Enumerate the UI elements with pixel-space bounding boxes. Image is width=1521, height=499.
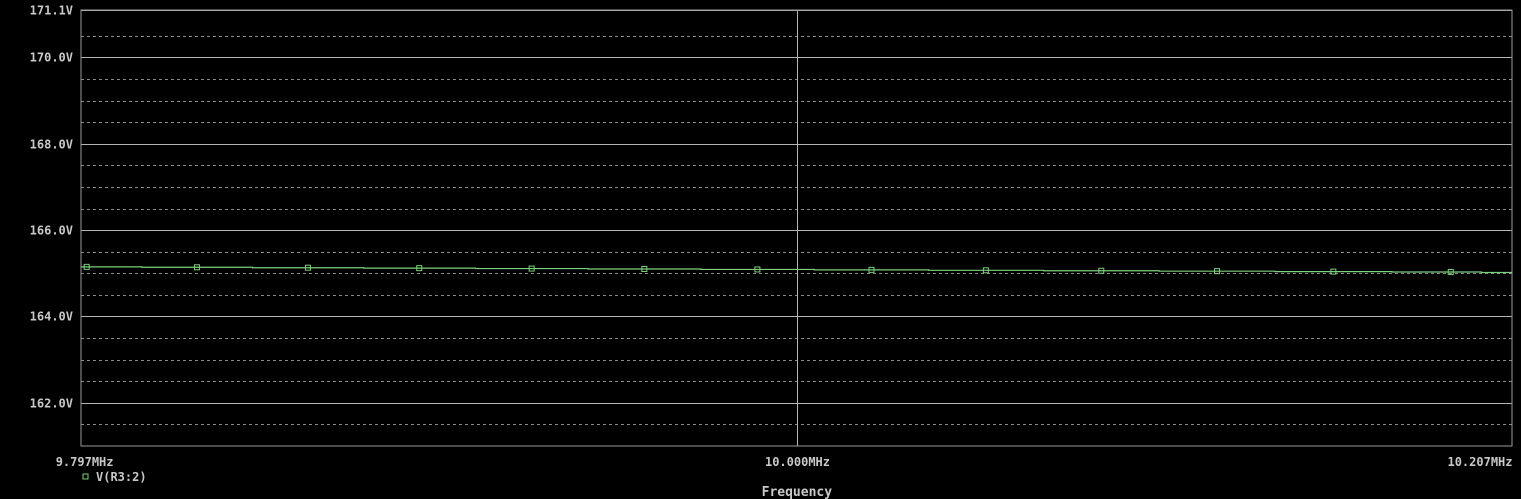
y-tick-label: 164.0V [30, 310, 73, 324]
legend-label[interactable]: V(R3:2) [96, 470, 147, 484]
series-layer [81, 263, 1512, 276]
y-tick-label: 168.0V [30, 138, 73, 152]
series-marker [304, 264, 311, 271]
y-tick-label: 166.0V [30, 224, 73, 238]
series-marker [1098, 267, 1105, 274]
y-tick-labels: 171.1V 170.0V 168.0V 166.0V 164.0V 162.0V [30, 4, 73, 411]
series-marker [528, 265, 535, 272]
series-marker [1330, 268, 1337, 275]
series-line [81, 266, 1512, 274]
series-marker [416, 265, 423, 272]
series-marker [1447, 269, 1454, 276]
x-tick-label: 9.797MHz [56, 455, 114, 469]
plot-frame [80, 9, 1513, 447]
series-marker [1214, 268, 1221, 275]
x-tick-label: 10.207MHz [1447, 455, 1512, 469]
x-tick-labels: 9.797MHz 10.000MHz 10.207MHz [56, 455, 1513, 469]
y-tick-label: 162.0V [30, 397, 73, 411]
grid-layer [81, 10, 1512, 446]
x-axis-title: Frequency [762, 485, 833, 499]
legend-marker [82, 473, 89, 480]
series-marker [754, 266, 761, 273]
legend[interactable]: V(R3:2) [82, 470, 147, 484]
series-marker [868, 266, 875, 273]
y-tick-label: 170.0V [30, 51, 73, 65]
x-tick-label: 10.000MHz [765, 455, 830, 469]
series-marker [641, 266, 648, 273]
series-marker [83, 263, 90, 270]
y-tick-label: 171.1V [30, 4, 73, 18]
series-marker [193, 264, 200, 271]
series-marker [982, 267, 989, 274]
